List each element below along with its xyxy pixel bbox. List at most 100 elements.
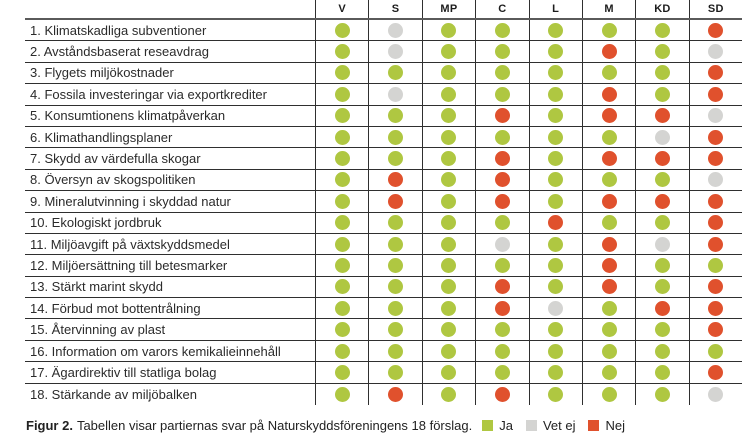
- answer-dot-ja: [548, 343, 564, 359]
- answer-cell-c: [475, 362, 528, 383]
- answer-dot-ja: [441, 343, 457, 359]
- answer-cell-sd: [688, 191, 742, 212]
- answer-dot-ja: [654, 22, 670, 38]
- answer-dot-ja: [654, 257, 670, 273]
- answer-dot-ja: [441, 86, 457, 102]
- answer-dot-ja: [388, 279, 404, 295]
- answer-dot-ja: [548, 386, 564, 402]
- answer-cell-mp: [421, 148, 475, 169]
- answer-dot-nej: [708, 364, 724, 380]
- answer-dot-ja: [388, 257, 404, 273]
- answer-cell-v: [315, 255, 368, 276]
- answer-dot-ja: [441, 151, 457, 167]
- answer-cell-s: [368, 276, 421, 298]
- legend-item-vet-ej: Vet ej: [525, 418, 575, 433]
- row-label: 2. Avståndsbaserat reseavdrag: [30, 44, 209, 60]
- answer-dot-ja: [334, 22, 350, 38]
- answer-dot-ja: [388, 129, 404, 145]
- answer-dot-ja: [441, 129, 457, 145]
- answer-cell-kd: [635, 148, 688, 169]
- answer-dot-ja: [548, 86, 564, 102]
- answer-cell-kd: [635, 84, 688, 105]
- answer-cell-sd: [688, 255, 742, 276]
- answer-dot-ja: [654, 343, 670, 359]
- answer-cell-v: [315, 169, 368, 191]
- answer-dot-ja: [548, 322, 564, 338]
- answer-cell-l: [528, 233, 582, 255]
- answer-cell-c: [475, 191, 528, 212]
- answer-cell-v: [315, 340, 368, 362]
- answer-cell-c: [475, 148, 528, 169]
- answer-cell-mp: [421, 105, 475, 126]
- answer-cell-mp: [421, 212, 475, 233]
- answer-cell-l: [528, 148, 582, 169]
- row-label: 10. Ekologiskt jordbruk: [30, 215, 162, 231]
- answer-cell-kd: [635, 233, 688, 255]
- answer-cell-v: [315, 212, 368, 233]
- answer-cell-m: [581, 84, 635, 105]
- answer-dot-ja: [494, 215, 510, 231]
- answer-cell-s: [368, 105, 421, 126]
- answer-cell-mp: [421, 276, 475, 298]
- answer-cell-mp: [421, 169, 475, 191]
- answer-dot-ja: [654, 322, 670, 338]
- answer-cell-kd: [635, 169, 688, 191]
- answer-dot-ja: [441, 44, 457, 60]
- answer-cell-sd: [688, 276, 742, 298]
- answer-cell-l: [528, 105, 582, 126]
- answer-cell-l: [528, 340, 582, 362]
- answer-cell-mp: [421, 126, 475, 148]
- answer-cell-l: [528, 383, 582, 406]
- row-label: 17. Ägardirektiv till statliga bolag: [30, 364, 217, 380]
- answer-dot-nej: [601, 108, 617, 124]
- answer-cell-s: [368, 255, 421, 276]
- answer-dot-ja: [548, 193, 564, 209]
- answer-cell-l: [528, 276, 582, 298]
- answer-dot-vet-ej: [388, 22, 404, 38]
- table-row: 4. Fossila investeringar via exportkredi…: [25, 84, 742, 106]
- answer-cell-s: [368, 62, 421, 84]
- answer-dot-nej: [601, 257, 617, 273]
- row-label: 8. Översyn av skogspolitiken: [30, 172, 196, 188]
- table-row: 17. Ägardirektiv till statliga bolag: [25, 362, 742, 384]
- answer-dot-ja: [334, 300, 350, 316]
- answer-cell-s: [368, 362, 421, 383]
- answer-dot-ja: [334, 215, 350, 231]
- answer-cell-s: [368, 191, 421, 212]
- answer-cell-m: [581, 255, 635, 276]
- party-header-m: M: [581, 0, 635, 18]
- answer-dot-nej: [708, 215, 724, 231]
- answer-dot-ja: [601, 386, 617, 402]
- answer-dot-ja: [601, 322, 617, 338]
- answer-cell-m: [581, 383, 635, 406]
- answer-cell-mp: [421, 84, 475, 105]
- answer-dot-ja: [334, 236, 350, 252]
- answer-cell-s: [368, 212, 421, 233]
- answer-dot-nej: [494, 386, 510, 402]
- answer-cell-sd: [688, 169, 742, 191]
- answer-dot-ja: [654, 172, 670, 188]
- answer-dot-ja: [334, 129, 350, 145]
- answer-cell-sd: [688, 148, 742, 169]
- party-header-v: V: [315, 0, 368, 18]
- table-row: 11. Miljöavgift på växtskyddsmedel: [25, 233, 742, 256]
- answer-cell-kd: [635, 255, 688, 276]
- row-label: 1. Klimatskadliga subventioner: [30, 22, 207, 38]
- answer-dot-vet-ej: [708, 386, 724, 402]
- answer-cell-l: [528, 62, 582, 84]
- answer-cell-v: [315, 41, 368, 62]
- answer-cell-c: [475, 319, 528, 340]
- answer-dot-ja: [494, 364, 510, 380]
- answer-cell-kd: [635, 105, 688, 126]
- answer-dot-ja: [388, 300, 404, 316]
- answer-dot-ja: [708, 257, 724, 273]
- answer-dot-vet-ej: [708, 44, 724, 60]
- answer-cell-s: [368, 340, 421, 362]
- answer-dot-ja: [494, 65, 510, 81]
- answer-dot-ja: [334, 257, 350, 273]
- table-row: 5. Konsumtionens klimatpåverkan: [25, 105, 742, 127]
- row-label: 11. Miljöavgift på växtskyddsmedel: [30, 236, 230, 252]
- answer-dot-ja: [548, 44, 564, 60]
- party-header-kd: KD: [635, 0, 688, 18]
- answer-dot-ja: [441, 215, 457, 231]
